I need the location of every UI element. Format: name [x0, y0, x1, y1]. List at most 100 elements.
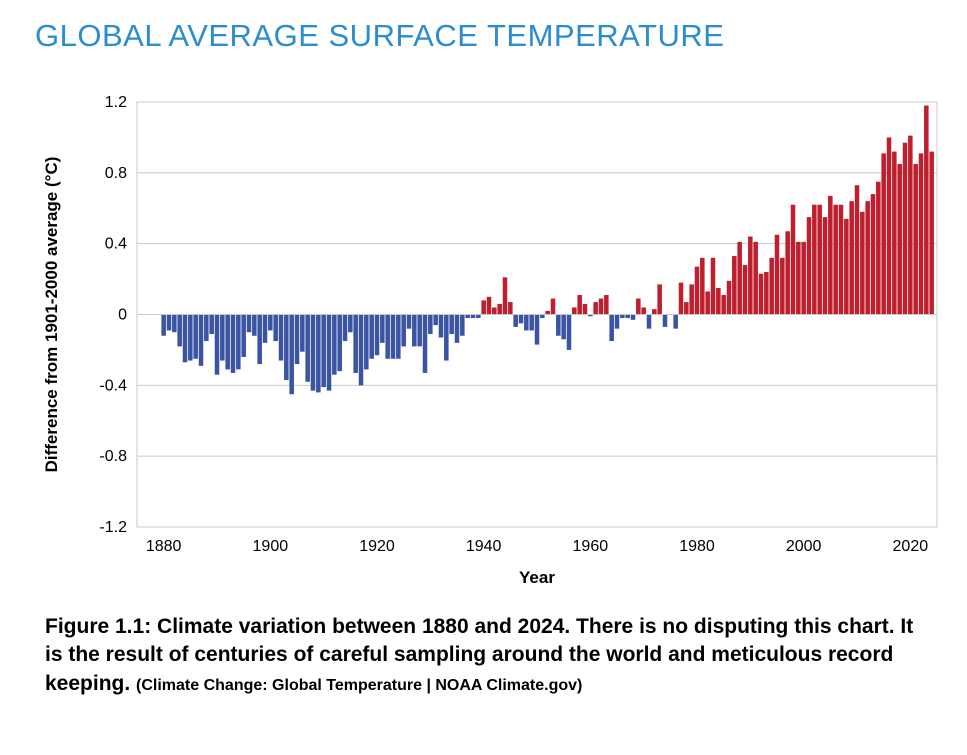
bar — [449, 315, 454, 334]
bar — [199, 315, 204, 366]
bar — [407, 315, 412, 329]
bar — [673, 315, 678, 329]
x-axis-label: Year — [519, 568, 555, 587]
bar — [471, 315, 476, 319]
bar — [823, 217, 828, 314]
bar — [353, 315, 358, 373]
bar — [167, 315, 172, 331]
bar — [497, 304, 502, 315]
chart-title: GLOBAL AVERAGE SURFACE TEMPERATURE — [35, 18, 947, 54]
bar — [289, 315, 294, 395]
bar — [183, 315, 188, 363]
bar — [305, 315, 310, 382]
svg-text:-0.8: -0.8 — [99, 448, 127, 465]
bar — [220, 315, 225, 361]
bar — [263, 315, 268, 343]
svg-text:0: 0 — [118, 307, 127, 324]
bar — [503, 277, 508, 314]
bar — [359, 315, 364, 386]
bar — [844, 219, 849, 315]
bar — [513, 315, 518, 327]
bar — [855, 185, 860, 314]
bar — [828, 196, 833, 315]
bar — [316, 315, 321, 393]
bar — [572, 307, 577, 314]
bar — [364, 315, 369, 370]
bar — [519, 315, 524, 324]
bar — [396, 315, 401, 359]
bar — [743, 265, 748, 315]
svg-text:2000: 2000 — [786, 538, 822, 555]
bar — [732, 256, 737, 314]
bar — [204, 315, 209, 342]
bar — [417, 315, 422, 347]
bar — [748, 237, 753, 315]
caption-prefix: Figure 1.1: — [45, 615, 157, 638]
bar — [412, 315, 417, 347]
bar — [652, 309, 657, 314]
bar — [375, 315, 380, 356]
svg-text:1.2: 1.2 — [105, 94, 127, 111]
bar — [860, 212, 865, 315]
bar — [641, 307, 646, 314]
bar — [711, 258, 716, 315]
bar — [321, 315, 326, 388]
bar — [871, 194, 876, 314]
bar — [295, 315, 300, 365]
bar — [492, 307, 497, 314]
svg-text:1960: 1960 — [573, 538, 609, 555]
bar — [833, 205, 838, 315]
bar — [583, 304, 588, 315]
bar — [337, 315, 342, 372]
bar — [657, 284, 662, 314]
bar — [455, 315, 460, 343]
bar — [892, 152, 897, 315]
svg-text:0.8: 0.8 — [105, 165, 127, 182]
bar — [225, 315, 230, 370]
bar — [545, 311, 550, 315]
bar — [689, 284, 694, 314]
bar — [215, 315, 220, 375]
bar — [807, 217, 812, 314]
bar — [615, 315, 620, 329]
bar — [753, 242, 758, 315]
svg-text:1900: 1900 — [253, 538, 289, 555]
bar — [428, 315, 433, 334]
bar — [401, 315, 406, 347]
bar — [257, 315, 262, 365]
bar — [439, 315, 444, 338]
bar — [908, 136, 913, 315]
bar — [785, 231, 790, 314]
bar — [759, 274, 764, 315]
bar — [577, 295, 582, 314]
bar — [369, 315, 374, 359]
svg-text:1980: 1980 — [679, 538, 715, 555]
bar — [172, 315, 177, 333]
bar — [556, 315, 561, 336]
bar — [609, 315, 614, 342]
bar — [423, 315, 428, 373]
svg-text:1940: 1940 — [466, 538, 502, 555]
bar — [780, 258, 785, 315]
bar — [177, 315, 182, 347]
bar — [700, 258, 705, 315]
bar — [695, 267, 700, 315]
bar — [839, 205, 844, 315]
bar — [769, 258, 774, 315]
bar — [508, 302, 513, 314]
bar — [481, 300, 486, 314]
caption-source: (Climate Change: Global Temperature | NO… — [136, 677, 582, 694]
svg-text:1920: 1920 — [359, 538, 395, 555]
bar — [279, 315, 284, 361]
bar — [775, 235, 780, 315]
svg-text:1880: 1880 — [146, 538, 182, 555]
bar — [887, 137, 892, 314]
bar — [529, 315, 534, 331]
page: GLOBAL AVERAGE SURFACE TEMPERATURE -1.2-… — [0, 0, 967, 722]
bar — [444, 315, 449, 361]
bar — [332, 315, 337, 375]
bar — [300, 315, 305, 352]
bar — [647, 315, 652, 329]
temperature-bar-chart: -1.2-0.8-0.400.40.81.2188019001920194019… — [35, 82, 945, 592]
svg-text:0.4: 0.4 — [105, 236, 127, 253]
